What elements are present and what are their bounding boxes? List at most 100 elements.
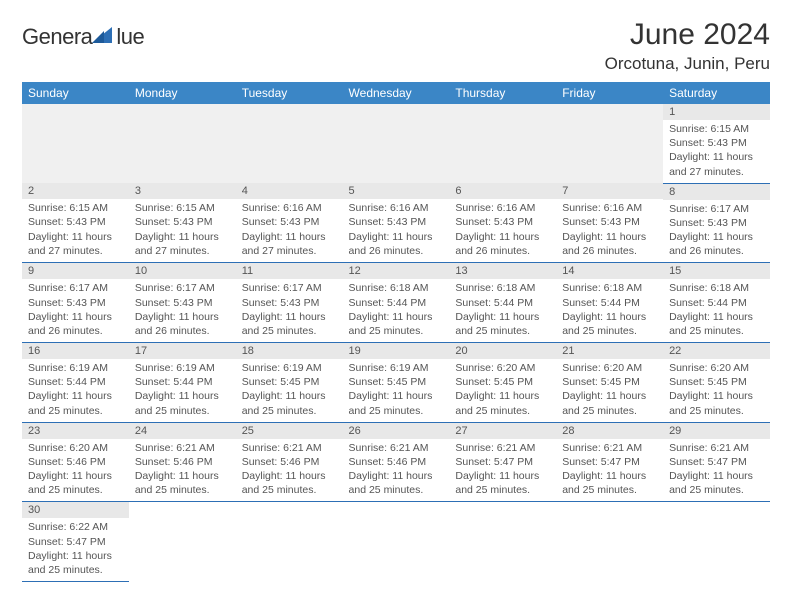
day-number: 14 [556, 263, 663, 279]
day-details: Sunrise: 6:15 AMSunset: 5:43 PMDaylight:… [663, 120, 770, 183]
day-details: Sunrise: 6:15 AMSunset: 5:43 PMDaylight:… [22, 199, 129, 262]
sunrise-text: Sunrise: 6:16 AM [455, 201, 550, 215]
calendar-cell: 17Sunrise: 6:19 AMSunset: 5:44 PMDayligh… [129, 343, 236, 423]
logo: Genera lue [22, 24, 144, 50]
day-details: Sunrise: 6:20 AMSunset: 5:45 PMDaylight:… [449, 359, 556, 422]
sunrise-text: Sunrise: 6:22 AM [28, 520, 123, 534]
day-number: 7 [556, 183, 663, 199]
calendar-cell: 1Sunrise: 6:15 AMSunset: 5:43 PMDaylight… [663, 104, 770, 183]
sunset-text: Sunset: 5:44 PM [562, 296, 657, 310]
calendar-cell [556, 502, 663, 582]
calendar-cell: 20Sunrise: 6:20 AMSunset: 5:45 PMDayligh… [449, 343, 556, 423]
day-number: 22 [663, 343, 770, 359]
sunrise-text: Sunrise: 6:16 AM [242, 201, 337, 215]
calendar-cell [449, 104, 556, 183]
day-number: 20 [449, 343, 556, 359]
day-header-fri: Friday [556, 82, 663, 104]
sail-icon [90, 25, 114, 50]
day-details: Sunrise: 6:21 AMSunset: 5:46 PMDaylight:… [236, 439, 343, 502]
sunset-text: Sunset: 5:46 PM [135, 455, 230, 469]
calendar-row: 2Sunrise: 6:15 AMSunset: 5:43 PMDaylight… [22, 183, 770, 263]
sunrise-text: Sunrise: 6:15 AM [28, 201, 123, 215]
daylight-text: Daylight: 11 hours and 26 minutes. [28, 310, 123, 338]
day-number: 16 [22, 343, 129, 359]
daylight-text: Daylight: 11 hours and 25 minutes. [669, 389, 764, 417]
calendar-cell: 7Sunrise: 6:16 AMSunset: 5:43 PMDaylight… [556, 183, 663, 263]
sunrise-text: Sunrise: 6:15 AM [669, 122, 764, 136]
sunset-text: Sunset: 5:43 PM [669, 216, 764, 230]
sunrise-text: Sunrise: 6:17 AM [669, 202, 764, 216]
sunset-text: Sunset: 5:46 PM [349, 455, 444, 469]
calendar-cell: 23Sunrise: 6:20 AMSunset: 5:46 PMDayligh… [22, 422, 129, 502]
day-details: Sunrise: 6:21 AMSunset: 5:46 PMDaylight:… [343, 439, 450, 502]
calendar-cell: 24Sunrise: 6:21 AMSunset: 5:46 PMDayligh… [129, 422, 236, 502]
day-header-sat: Saturday [663, 82, 770, 104]
day-number: 18 [236, 343, 343, 359]
calendar-cell: 14Sunrise: 6:18 AMSunset: 5:44 PMDayligh… [556, 263, 663, 343]
daylight-text: Daylight: 11 hours and 25 minutes. [562, 469, 657, 497]
day-details: Sunrise: 6:18 AMSunset: 5:44 PMDaylight:… [449, 279, 556, 342]
sunrise-text: Sunrise: 6:20 AM [562, 361, 657, 375]
sunset-text: Sunset: 5:45 PM [562, 375, 657, 389]
day-number: 24 [129, 423, 236, 439]
day-header-row: Sunday Monday Tuesday Wednesday Thursday… [22, 82, 770, 104]
day-header-mon: Monday [129, 82, 236, 104]
calendar-cell [129, 104, 236, 183]
calendar-row: 9Sunrise: 6:17 AMSunset: 5:43 PMDaylight… [22, 263, 770, 343]
day-number: 27 [449, 423, 556, 439]
sunrise-text: Sunrise: 6:16 AM [562, 201, 657, 215]
sunset-text: Sunset: 5:43 PM [28, 296, 123, 310]
calendar-row: 23Sunrise: 6:20 AMSunset: 5:46 PMDayligh… [22, 422, 770, 502]
sunset-text: Sunset: 5:47 PM [562, 455, 657, 469]
sunset-text: Sunset: 5:44 PM [455, 296, 550, 310]
calendar-cell: 6Sunrise: 6:16 AMSunset: 5:43 PMDaylight… [449, 183, 556, 263]
calendar-cell [129, 502, 236, 582]
sunset-text: Sunset: 5:47 PM [669, 455, 764, 469]
daylight-text: Daylight: 11 hours and 27 minutes. [135, 230, 230, 258]
day-details: Sunrise: 6:21 AMSunset: 5:47 PMDaylight:… [556, 439, 663, 502]
day-details: Sunrise: 6:17 AMSunset: 5:43 PMDaylight:… [129, 279, 236, 342]
calendar-row: 1Sunrise: 6:15 AMSunset: 5:43 PMDaylight… [22, 104, 770, 183]
sunrise-text: Sunrise: 6:21 AM [669, 441, 764, 455]
sunset-text: Sunset: 5:46 PM [242, 455, 337, 469]
calendar-cell: 5Sunrise: 6:16 AMSunset: 5:43 PMDaylight… [343, 183, 450, 263]
day-details: Sunrise: 6:16 AMSunset: 5:43 PMDaylight:… [343, 199, 450, 262]
sunset-text: Sunset: 5:47 PM [455, 455, 550, 469]
day-details: Sunrise: 6:19 AMSunset: 5:44 PMDaylight:… [129, 359, 236, 422]
sunset-text: Sunset: 5:43 PM [135, 296, 230, 310]
sunrise-text: Sunrise: 6:21 AM [135, 441, 230, 455]
sunset-text: Sunset: 5:44 PM [28, 375, 123, 389]
calendar-cell: 11Sunrise: 6:17 AMSunset: 5:43 PMDayligh… [236, 263, 343, 343]
day-number: 12 [343, 263, 450, 279]
sunrise-text: Sunrise: 6:19 AM [242, 361, 337, 375]
calendar-cell: 3Sunrise: 6:15 AMSunset: 5:43 PMDaylight… [129, 183, 236, 263]
calendar-cell [556, 104, 663, 183]
daylight-text: Daylight: 11 hours and 25 minutes. [28, 469, 123, 497]
day-number: 13 [449, 263, 556, 279]
daylight-text: Daylight: 11 hours and 27 minutes. [242, 230, 337, 258]
daylight-text: Daylight: 11 hours and 25 minutes. [349, 389, 444, 417]
sunset-text: Sunset: 5:47 PM [28, 535, 123, 549]
day-number: 6 [449, 183, 556, 199]
sunset-text: Sunset: 5:43 PM [28, 215, 123, 229]
daylight-text: Daylight: 11 hours and 25 minutes. [242, 469, 337, 497]
sunrise-text: Sunrise: 6:18 AM [669, 281, 764, 295]
sunrise-text: Sunrise: 6:19 AM [135, 361, 230, 375]
day-details: Sunrise: 6:21 AMSunset: 5:47 PMDaylight:… [663, 439, 770, 502]
sunset-text: Sunset: 5:44 PM [349, 296, 444, 310]
day-details: Sunrise: 6:21 AMSunset: 5:47 PMDaylight:… [449, 439, 556, 502]
calendar-cell: 19Sunrise: 6:19 AMSunset: 5:45 PMDayligh… [343, 343, 450, 423]
logo-text-general: Genera [22, 24, 92, 50]
sunset-text: Sunset: 5:43 PM [669, 136, 764, 150]
title-block: June 2024 Orcotuna, Junin, Peru [605, 18, 770, 74]
sunset-text: Sunset: 5:43 PM [242, 215, 337, 229]
day-details: Sunrise: 6:21 AMSunset: 5:46 PMDaylight:… [129, 439, 236, 502]
day-details: Sunrise: 6:17 AMSunset: 5:43 PMDaylight:… [22, 279, 129, 342]
day-details: Sunrise: 6:18 AMSunset: 5:44 PMDaylight:… [663, 279, 770, 342]
calendar-cell: 22Sunrise: 6:20 AMSunset: 5:45 PMDayligh… [663, 343, 770, 423]
day-details: Sunrise: 6:17 AMSunset: 5:43 PMDaylight:… [236, 279, 343, 342]
day-details: Sunrise: 6:20 AMSunset: 5:46 PMDaylight:… [22, 439, 129, 502]
day-number: 11 [236, 263, 343, 279]
day-number: 30 [22, 502, 129, 518]
logo-text-blue: lue [116, 24, 144, 50]
